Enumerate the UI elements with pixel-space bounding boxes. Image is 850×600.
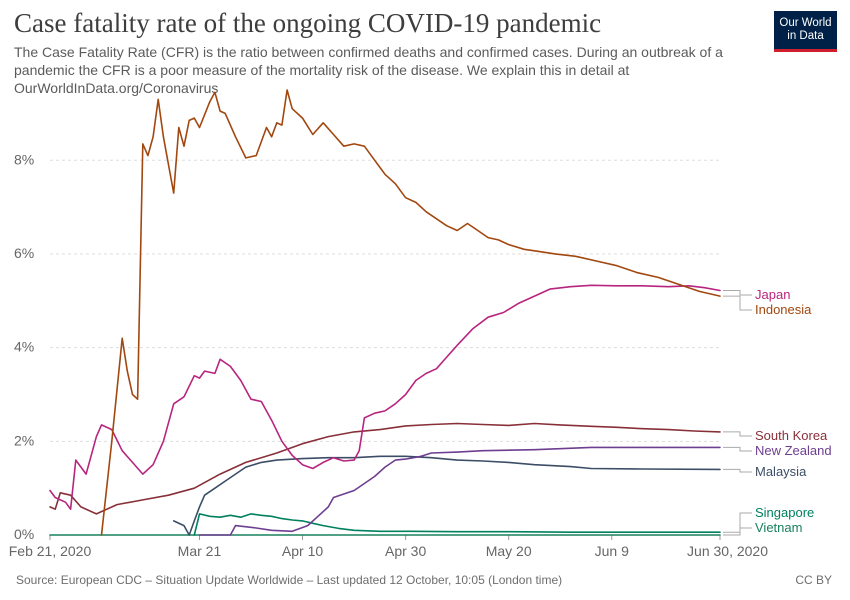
x-tick-label: Mar 21 xyxy=(178,543,222,559)
y-tick-label: 0% xyxy=(14,526,34,542)
y-tick-label: 2% xyxy=(14,432,34,448)
series-label-new-zealand: New Zealand xyxy=(755,443,832,458)
series-line-south-korea xyxy=(49,422,721,515)
series-label-south-korea: South Korea xyxy=(755,428,828,443)
series-line-japan xyxy=(49,284,721,510)
series-label-japan: Japan xyxy=(755,287,790,302)
license-link[interactable]: CC BY xyxy=(795,573,832,587)
series-line-indonesia xyxy=(100,89,721,536)
label-connector xyxy=(723,446,752,452)
label-connector xyxy=(723,527,752,536)
label-connector xyxy=(723,295,752,311)
x-tick-label: Apr 10 xyxy=(282,543,323,559)
series-label-malaysia: Malaysia xyxy=(755,464,807,479)
x-tick-label: May 20 xyxy=(486,543,532,559)
chart-title: Case fatality rate of the ongoing COVID-… xyxy=(14,8,602,38)
y-tick-label: 8% xyxy=(14,151,34,167)
label-connector xyxy=(723,512,752,533)
chart-subtitle: The Case Fatality Rate (CFR) is the rati… xyxy=(14,44,723,96)
label-connector xyxy=(723,431,752,437)
x-tick-label: Jun 9 xyxy=(595,543,629,559)
series-line-malaysia xyxy=(172,455,721,536)
label-connector xyxy=(723,290,752,296)
series-label-singapore: Singapore xyxy=(755,505,814,520)
series-line-singapore xyxy=(193,513,721,536)
logo-line-1: Our World xyxy=(779,17,832,29)
x-tick-label: Feb 21, 2020 xyxy=(9,543,92,559)
logo-line-2: in Data xyxy=(787,30,824,42)
x-tick-label: Apr 30 xyxy=(385,543,426,559)
source-note: Source: European CDC – Situation Update … xyxy=(16,573,563,587)
series-line-new-zealand xyxy=(198,446,721,536)
series-label-vietnam: Vietnam xyxy=(755,520,802,535)
owid-logo[interactable]: Our World in Data xyxy=(774,11,837,52)
y-tick-label: 6% xyxy=(14,245,34,261)
y-tick-label: 4% xyxy=(14,339,34,355)
x-tick-label: Jun 30, 2020 xyxy=(687,543,768,559)
label-connector xyxy=(723,468,752,473)
series-label-indonesia: Indonesia xyxy=(755,302,812,317)
